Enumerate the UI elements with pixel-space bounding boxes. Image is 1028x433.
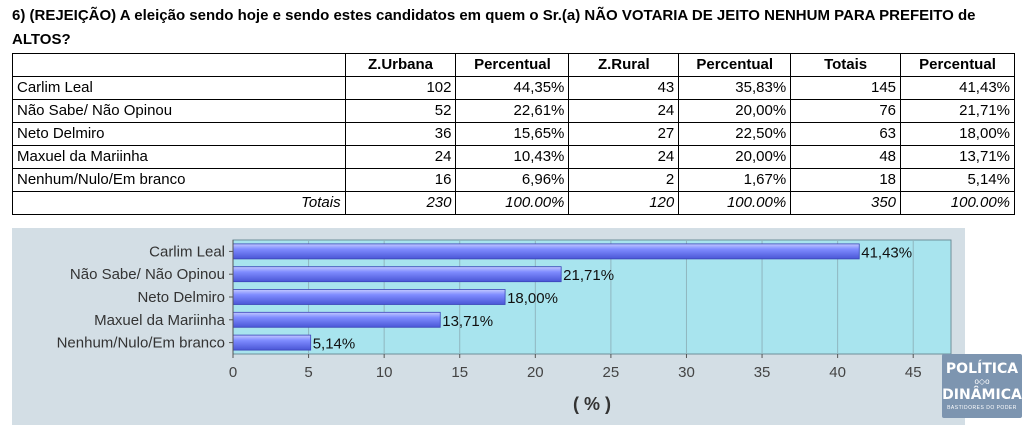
x-tick-label: 20: [527, 364, 544, 381]
table-cell: 16: [344, 168, 457, 192]
question-title: 6) (REJEIÇÃO) A eleição sendo hoje e sen…: [12, 7, 976, 48]
table-cell: 1,67%: [678, 168, 792, 192]
results-table: Z.Urbana Percentual Z.Rural Percentual T…: [12, 53, 1015, 215]
table-cell: Maxuel da Mariinha: [12, 145, 346, 169]
table-totals-row: Totais 230 100.00% 120 100.00% 350 100.0…: [12, 191, 1015, 215]
chart-panel: Carlim Leal 41,43% Não Sabe/ Não Opinou 21,…: [12, 228, 965, 425]
x-tick-label: 30: [678, 364, 695, 381]
table-cell: 20,00%: [678, 145, 792, 169]
table-cell: 27: [568, 122, 680, 146]
table-cell: Carlim Leal: [12, 76, 346, 100]
logo-tagline: BASTIDORES DO PODER: [947, 405, 1017, 411]
table-header: Percentual: [900, 53, 1015, 77]
data-label: 5,14%: [313, 336, 356, 353]
bar: [232, 311, 441, 328]
logo-line1: POLÍTICA: [945, 361, 1019, 377]
x-tick-label: 40: [829, 364, 846, 381]
table-cell: 22,61%: [455, 99, 570, 123]
table-cell: 52: [344, 99, 457, 123]
table-cell: 24: [344, 145, 457, 169]
table-cell: Nenhum/Nulo/Em branco: [12, 168, 346, 192]
bar: [232, 289, 506, 305]
y-tick-label: Nenhum/Nulo/Em branco: [57, 335, 225, 352]
logo-line2: DINÂMICA: [942, 387, 1022, 403]
table-cell: 2: [568, 168, 680, 192]
y-tick-label: Não Sabe/ Não Opinou: [70, 266, 225, 283]
x-tick-label: 45: [905, 364, 922, 381]
table-cell: 22,50%: [678, 122, 792, 146]
table-cell: 35,83%: [678, 76, 792, 100]
table-cell: Não Sabe/ Não Opinou: [12, 99, 346, 123]
table-cell: 21,71%: [900, 99, 1015, 123]
y-tick-label: Neto Delmiro: [137, 289, 225, 306]
table-cell: 36: [344, 122, 457, 146]
table-cell: Totais: [12, 191, 346, 215]
table-cell: 48: [790, 145, 902, 169]
table-cell: 350: [790, 191, 902, 215]
x-tick-label: 5: [304, 364, 312, 381]
table-row: Não Sabe/ Não Opinou 52 22,61% 24 20,00%…: [12, 99, 1015, 123]
table-cell: 44,35%: [455, 76, 570, 100]
table-cell: 6,96%: [455, 168, 570, 192]
table-cell: 100.00%: [455, 191, 570, 215]
table-cell: 43: [568, 76, 680, 100]
table-header: Percentual: [678, 53, 792, 77]
table-cell: 15,65%: [455, 122, 570, 146]
x-tick-label: 35: [754, 364, 771, 381]
bar: [232, 334, 312, 351]
table-row: Nenhum/Nulo/Em branco 16 6,96% 2 1,67% 1…: [12, 168, 1015, 192]
data-label: 41,43%: [861, 244, 912, 261]
table-row: Maxuel da Mariinha 24 10,43% 24 20,00% 4…: [12, 145, 1015, 169]
table-cell: 24: [568, 99, 680, 123]
table-cell: 76: [790, 99, 902, 123]
table-cell: 145: [790, 76, 902, 100]
bar: [232, 266, 562, 283]
table-cell: 230: [344, 191, 457, 215]
x-axis-label: ( % ): [573, 394, 611, 414]
table-header-row: Z.Urbana Percentual Z.Rural Percentual T…: [12, 53, 1015, 77]
table-cell: 13,71%: [900, 145, 1015, 169]
x-tick-label: 10: [376, 364, 393, 381]
table-header: Z.Urbana: [344, 53, 457, 77]
data-label: 18,00%: [507, 290, 558, 307]
bar: [232, 243, 860, 260]
x-tick-label: 0: [229, 364, 237, 381]
y-tick-label: Carlim Leal: [149, 243, 225, 260]
table-header: Totais: [790, 53, 902, 77]
table-header: [12, 53, 346, 77]
politica-dinamica-logo: POLÍTICA o◇o DINÂMICA BASTIDORES DO PODE…: [942, 354, 1022, 418]
table-cell: 102: [344, 76, 457, 100]
x-tick-label: 25: [603, 364, 620, 381]
logo-separator: o◇o: [974, 377, 990, 386]
bar-chart: Carlim Leal 41,43% Não Sabe/ Não Opinou 21,…: [57, 239, 952, 414]
table-cell: 18,00%: [900, 122, 1015, 146]
table-row: Neto Delmiro 36 15,65% 27 22,50% 63 18,0…: [12, 122, 1015, 146]
data-label: 13,71%: [442, 313, 493, 330]
table-cell: 20,00%: [678, 99, 792, 123]
table-cell: 100.00%: [900, 191, 1015, 215]
table-cell: 100.00%: [678, 191, 792, 215]
table-cell: 63: [790, 122, 902, 146]
table-header: Z.Rural: [568, 53, 680, 77]
table-row: Carlim Leal 102 44,35% 43 35,83% 145 41,…: [12, 76, 1015, 100]
table-cell: 18: [790, 168, 902, 192]
table-cell: Neto Delmiro: [12, 122, 346, 146]
table-cell: 41,43%: [900, 76, 1015, 100]
table-header: Percentual: [455, 53, 570, 77]
table-cell: 24: [568, 145, 680, 169]
x-tick-label: 15: [451, 364, 468, 381]
table-cell: 10,43%: [455, 145, 570, 169]
data-label: 21,71%: [563, 267, 614, 284]
table-cell: 120: [568, 191, 680, 215]
y-tick-label: Maxuel da Mariinha: [94, 312, 226, 329]
table-cell: 5,14%: [900, 168, 1015, 192]
